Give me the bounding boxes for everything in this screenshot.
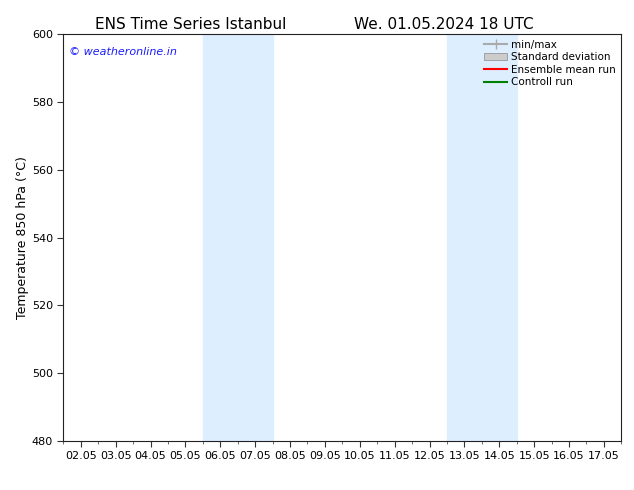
Text: ENS Time Series Istanbul: ENS Time Series Istanbul — [94, 17, 286, 32]
Bar — [447, 34, 517, 441]
Text: © weatheronline.in: © weatheronline.in — [69, 47, 177, 56]
Legend: min/max, Standard deviation, Ensemble mean run, Controll run: min/max, Standard deviation, Ensemble me… — [481, 36, 619, 91]
Y-axis label: Temperature 850 hPa (°C): Temperature 850 hPa (°C) — [16, 156, 29, 319]
Text: We. 01.05.2024 18 UTC: We. 01.05.2024 18 UTC — [354, 17, 534, 32]
Bar — [203, 34, 273, 441]
